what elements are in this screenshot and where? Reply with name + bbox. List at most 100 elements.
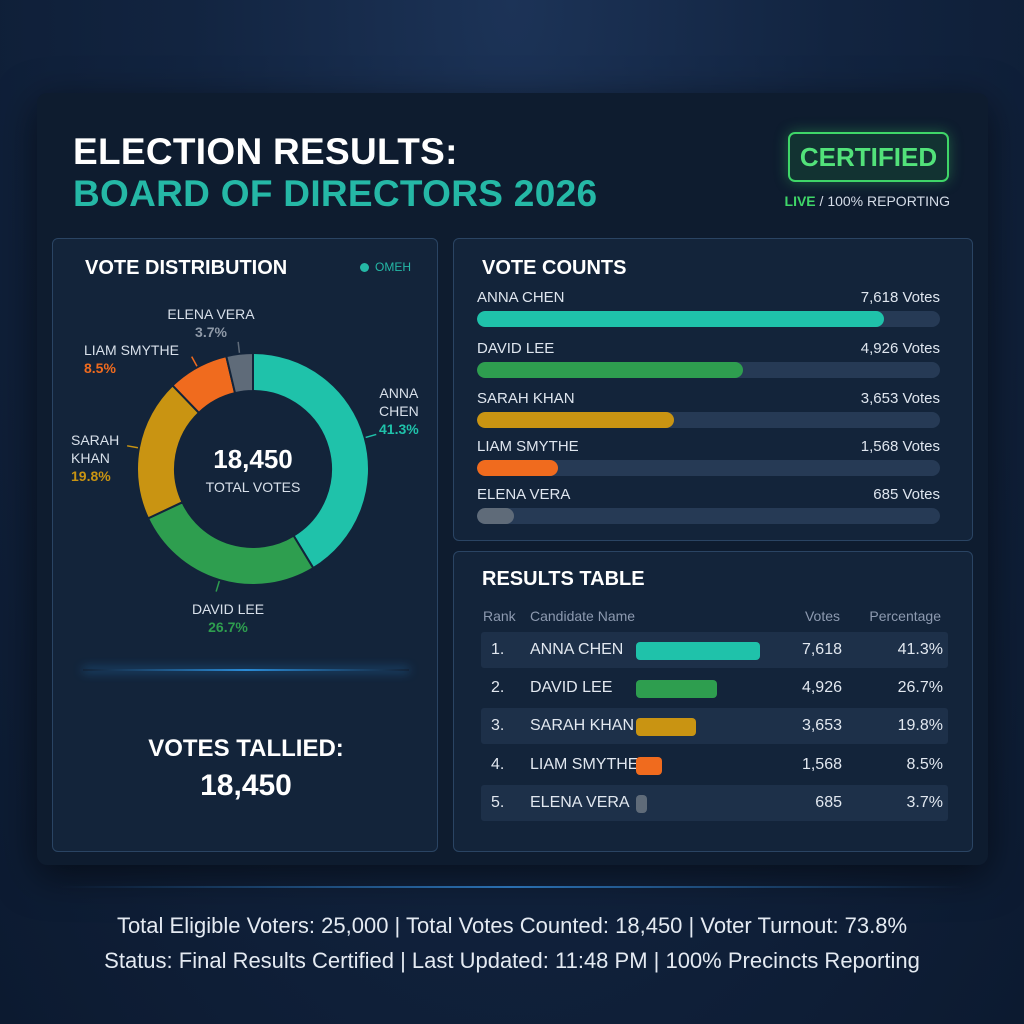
leader-line-anna-chen bbox=[365, 433, 377, 439]
legend-label: OMEH bbox=[375, 260, 411, 274]
results-table-title: RESULTS TABLE bbox=[482, 568, 645, 590]
rank-cell: 2. bbox=[491, 679, 505, 696]
leader-line-david-lee bbox=[215, 580, 221, 592]
slice-label-elena-vera: ELENA VERA 3.7% bbox=[161, 305, 261, 341]
vote-counts-card: VOTE COUNTS ANNA CHEN 7,618 Votes DAVID … bbox=[453, 238, 973, 541]
table-row: 1. ANNA CHEN 7,618 41.3% bbox=[481, 632, 948, 668]
percentage-cell: 3.7% bbox=[906, 794, 943, 811]
count-bar-fill bbox=[477, 362, 744, 378]
donut-slice-elena-vera bbox=[225, 351, 254, 395]
slice-percent: 3.7% bbox=[195, 324, 227, 340]
count-bar-track bbox=[477, 508, 940, 524]
footer-summary-line: Total Eligible Voters: 25,000 | Total Vo… bbox=[116, 913, 908, 938]
count-row-david-lee: DAVID LEE 4,926 Votes bbox=[477, 340, 940, 382]
votes-cell: 1,568 bbox=[801, 756, 842, 773]
count-candidate-name: DAVID LEE bbox=[477, 340, 555, 357]
count-bar-track bbox=[477, 412, 940, 428]
slice-label-anna-chen: ANNA CHEN 41.3% bbox=[379, 384, 419, 438]
table-row: 2. DAVID LEE 4,926 26.7% bbox=[481, 670, 948, 706]
donut-chart bbox=[126, 341, 377, 592]
votes-cell: 7,618 bbox=[801, 641, 842, 658]
rank-cell: 3. bbox=[491, 717, 505, 734]
footer-status-line: Status: Final Results Certified | Last U… bbox=[104, 948, 920, 973]
candidate-cell: LIAM SMYTHE bbox=[530, 756, 639, 773]
count-votes: 685 Votes bbox=[873, 486, 940, 503]
footer-divider bbox=[60, 886, 964, 888]
donut-slice-anna-chen bbox=[252, 351, 370, 570]
percentage-cell: 19.8% bbox=[897, 717, 943, 734]
slice-percent: 41.3% bbox=[379, 421, 419, 437]
page-subtitle: BOARD OF DIRECTORS 2026 bbox=[73, 173, 598, 214]
slice-percent: 8.5% bbox=[84, 360, 116, 376]
vote-distribution-title: VOTE DISTRIBUTION bbox=[85, 257, 288, 279]
rank-cell: 5. bbox=[491, 794, 505, 811]
candidate-cell: ANNA CHEN bbox=[530, 641, 624, 658]
slice-label-sarah-khan: SARAH KHAN 19.8% bbox=[71, 431, 119, 485]
count-row-liam-smythe: LIAM SMYTHE 1,568 Votes bbox=[477, 438, 940, 480]
count-bar-track bbox=[477, 362, 940, 378]
votes-cell: 4,926 bbox=[801, 679, 842, 696]
count-candidate-name: ANNA CHEN bbox=[477, 289, 565, 306]
results-table-card: RESULTS TABLE Rank Candidate Name Votes … bbox=[453, 551, 973, 852]
count-candidate-name: SARAH KHAN bbox=[477, 390, 575, 407]
reporting-status: LIVE / 100% REPORTING bbox=[785, 193, 950, 209]
divider bbox=[83, 669, 409, 671]
count-bar-fill bbox=[477, 412, 674, 428]
slice-name: CHEN bbox=[379, 403, 419, 419]
count-votes: 1,568 Votes bbox=[860, 438, 940, 455]
slice-name: DAVID LEE bbox=[191, 601, 265, 617]
share-bar bbox=[636, 718, 696, 736]
rank-cell: 4. bbox=[491, 756, 505, 773]
count-candidate-name: LIAM SMYTHE bbox=[477, 438, 579, 455]
share-bar bbox=[636, 757, 662, 775]
count-row-elena-vera: ELENA VERA 685 Votes bbox=[477, 486, 940, 528]
candidate-cell: SARAH KHAN bbox=[530, 717, 635, 734]
donut-slice-david-lee bbox=[146, 500, 315, 586]
table-row: 3. SARAH KHAN 3,653 19.8% bbox=[481, 708, 948, 744]
table-row: 5. ELENA VERA 685 3.7% bbox=[481, 785, 948, 821]
table-row: 4. LIAM SMYTHE 1,568 8.5% bbox=[481, 747, 948, 783]
slice-name: ANNA bbox=[379, 385, 419, 401]
share-bar bbox=[636, 795, 647, 813]
leader-line-sarah-khan bbox=[126, 445, 139, 449]
count-bar-fill bbox=[477, 311, 885, 327]
donut-total-value: 18,450 bbox=[213, 444, 293, 474]
leader-line-liam-smythe bbox=[191, 356, 198, 367]
page-title: ELECTION RESULTS: bbox=[73, 131, 458, 172]
percentage-cell: 41.3% bbox=[897, 641, 943, 658]
count-votes: 4,926 Votes bbox=[860, 340, 940, 357]
rank-cell: 1. bbox=[491, 641, 505, 658]
count-bar-track bbox=[477, 311, 940, 327]
slice-name: KHAN bbox=[71, 450, 110, 466]
donut-slice-sarah-khan bbox=[136, 384, 201, 520]
results-dashboard: ELECTION RESULTS: BOARD OF DIRECTORS 202… bbox=[37, 93, 988, 865]
column-header-rank: Rank bbox=[483, 608, 516, 624]
count-bar-fill bbox=[477, 460, 559, 476]
votes-cell: 3,653 bbox=[801, 717, 842, 734]
reporting-text: / 100% REPORTING bbox=[815, 193, 950, 209]
live-indicator: LIVE bbox=[784, 193, 816, 209]
count-bar-fill bbox=[477, 508, 515, 524]
slice-name: SARAH bbox=[71, 432, 120, 448]
count-row-sarah-khan: SARAH KHAN 3,653 Votes bbox=[477, 390, 940, 432]
votes-tallied-value: 18,450 bbox=[200, 769, 292, 802]
share-bar bbox=[636, 642, 760, 660]
leader-line-elena-vera bbox=[237, 341, 241, 353]
candidate-cell: DAVID LEE bbox=[530, 679, 613, 696]
votes-tallied-label: VOTES TALLIED: bbox=[148, 735, 344, 762]
percentage-cell: 26.7% bbox=[897, 679, 943, 696]
slice-percent: 19.8% bbox=[71, 468, 111, 484]
column-header-votes: Votes bbox=[804, 608, 840, 624]
share-bar bbox=[636, 680, 717, 698]
candidate-cell: ELENA VERA bbox=[530, 794, 630, 811]
vote-distribution-card: VOTE DISTRIBUTION OMEH 18,450 TOTAL VOTE… bbox=[52, 238, 438, 852]
vote-counts-title: VOTE COUNTS bbox=[482, 257, 627, 279]
slice-label-liam-smythe: LIAM SMYTHE 8.5% bbox=[84, 341, 179, 377]
column-header-name: Candidate Name bbox=[530, 608, 636, 624]
count-row-anna-chen: ANNA CHEN 7,618 Votes bbox=[477, 289, 940, 331]
column-header-percentage: Percentage bbox=[869, 608, 941, 624]
legend-dot-icon bbox=[360, 263, 369, 272]
count-bar-track bbox=[477, 460, 940, 476]
percentage-cell: 8.5% bbox=[906, 756, 943, 773]
count-votes: 3,653 Votes bbox=[860, 390, 940, 407]
